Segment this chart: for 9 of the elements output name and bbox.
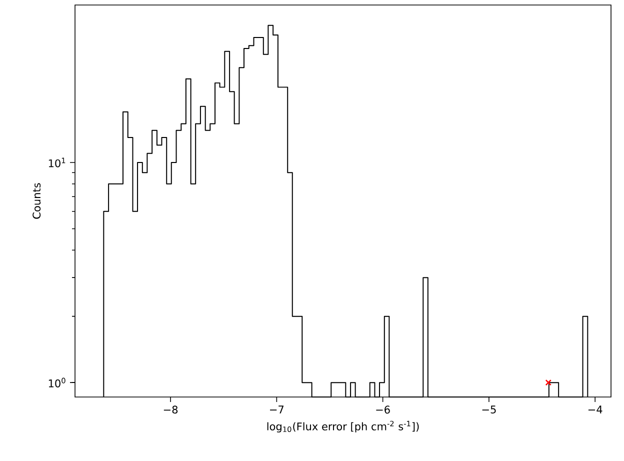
y-tick-label: 10$^{1}$ bbox=[48, 158, 66, 168]
x-axis-title: log$_{10}$(Flux error [ph cm$^{-2}$ s$^{-1}$]) bbox=[267, 420, 419, 432]
y-axis-title: Counts bbox=[32, 183, 41, 219]
x-tick-label: −4 bbox=[588, 406, 602, 414]
x-tick-label: −7 bbox=[270, 406, 284, 414]
x-tick-label: −8 bbox=[164, 406, 178, 414]
x-tick-label: −6 bbox=[376, 406, 390, 414]
x-tick-label: −5 bbox=[482, 406, 496, 414]
y-tick-label: 10$^{0}$ bbox=[48, 378, 66, 388]
